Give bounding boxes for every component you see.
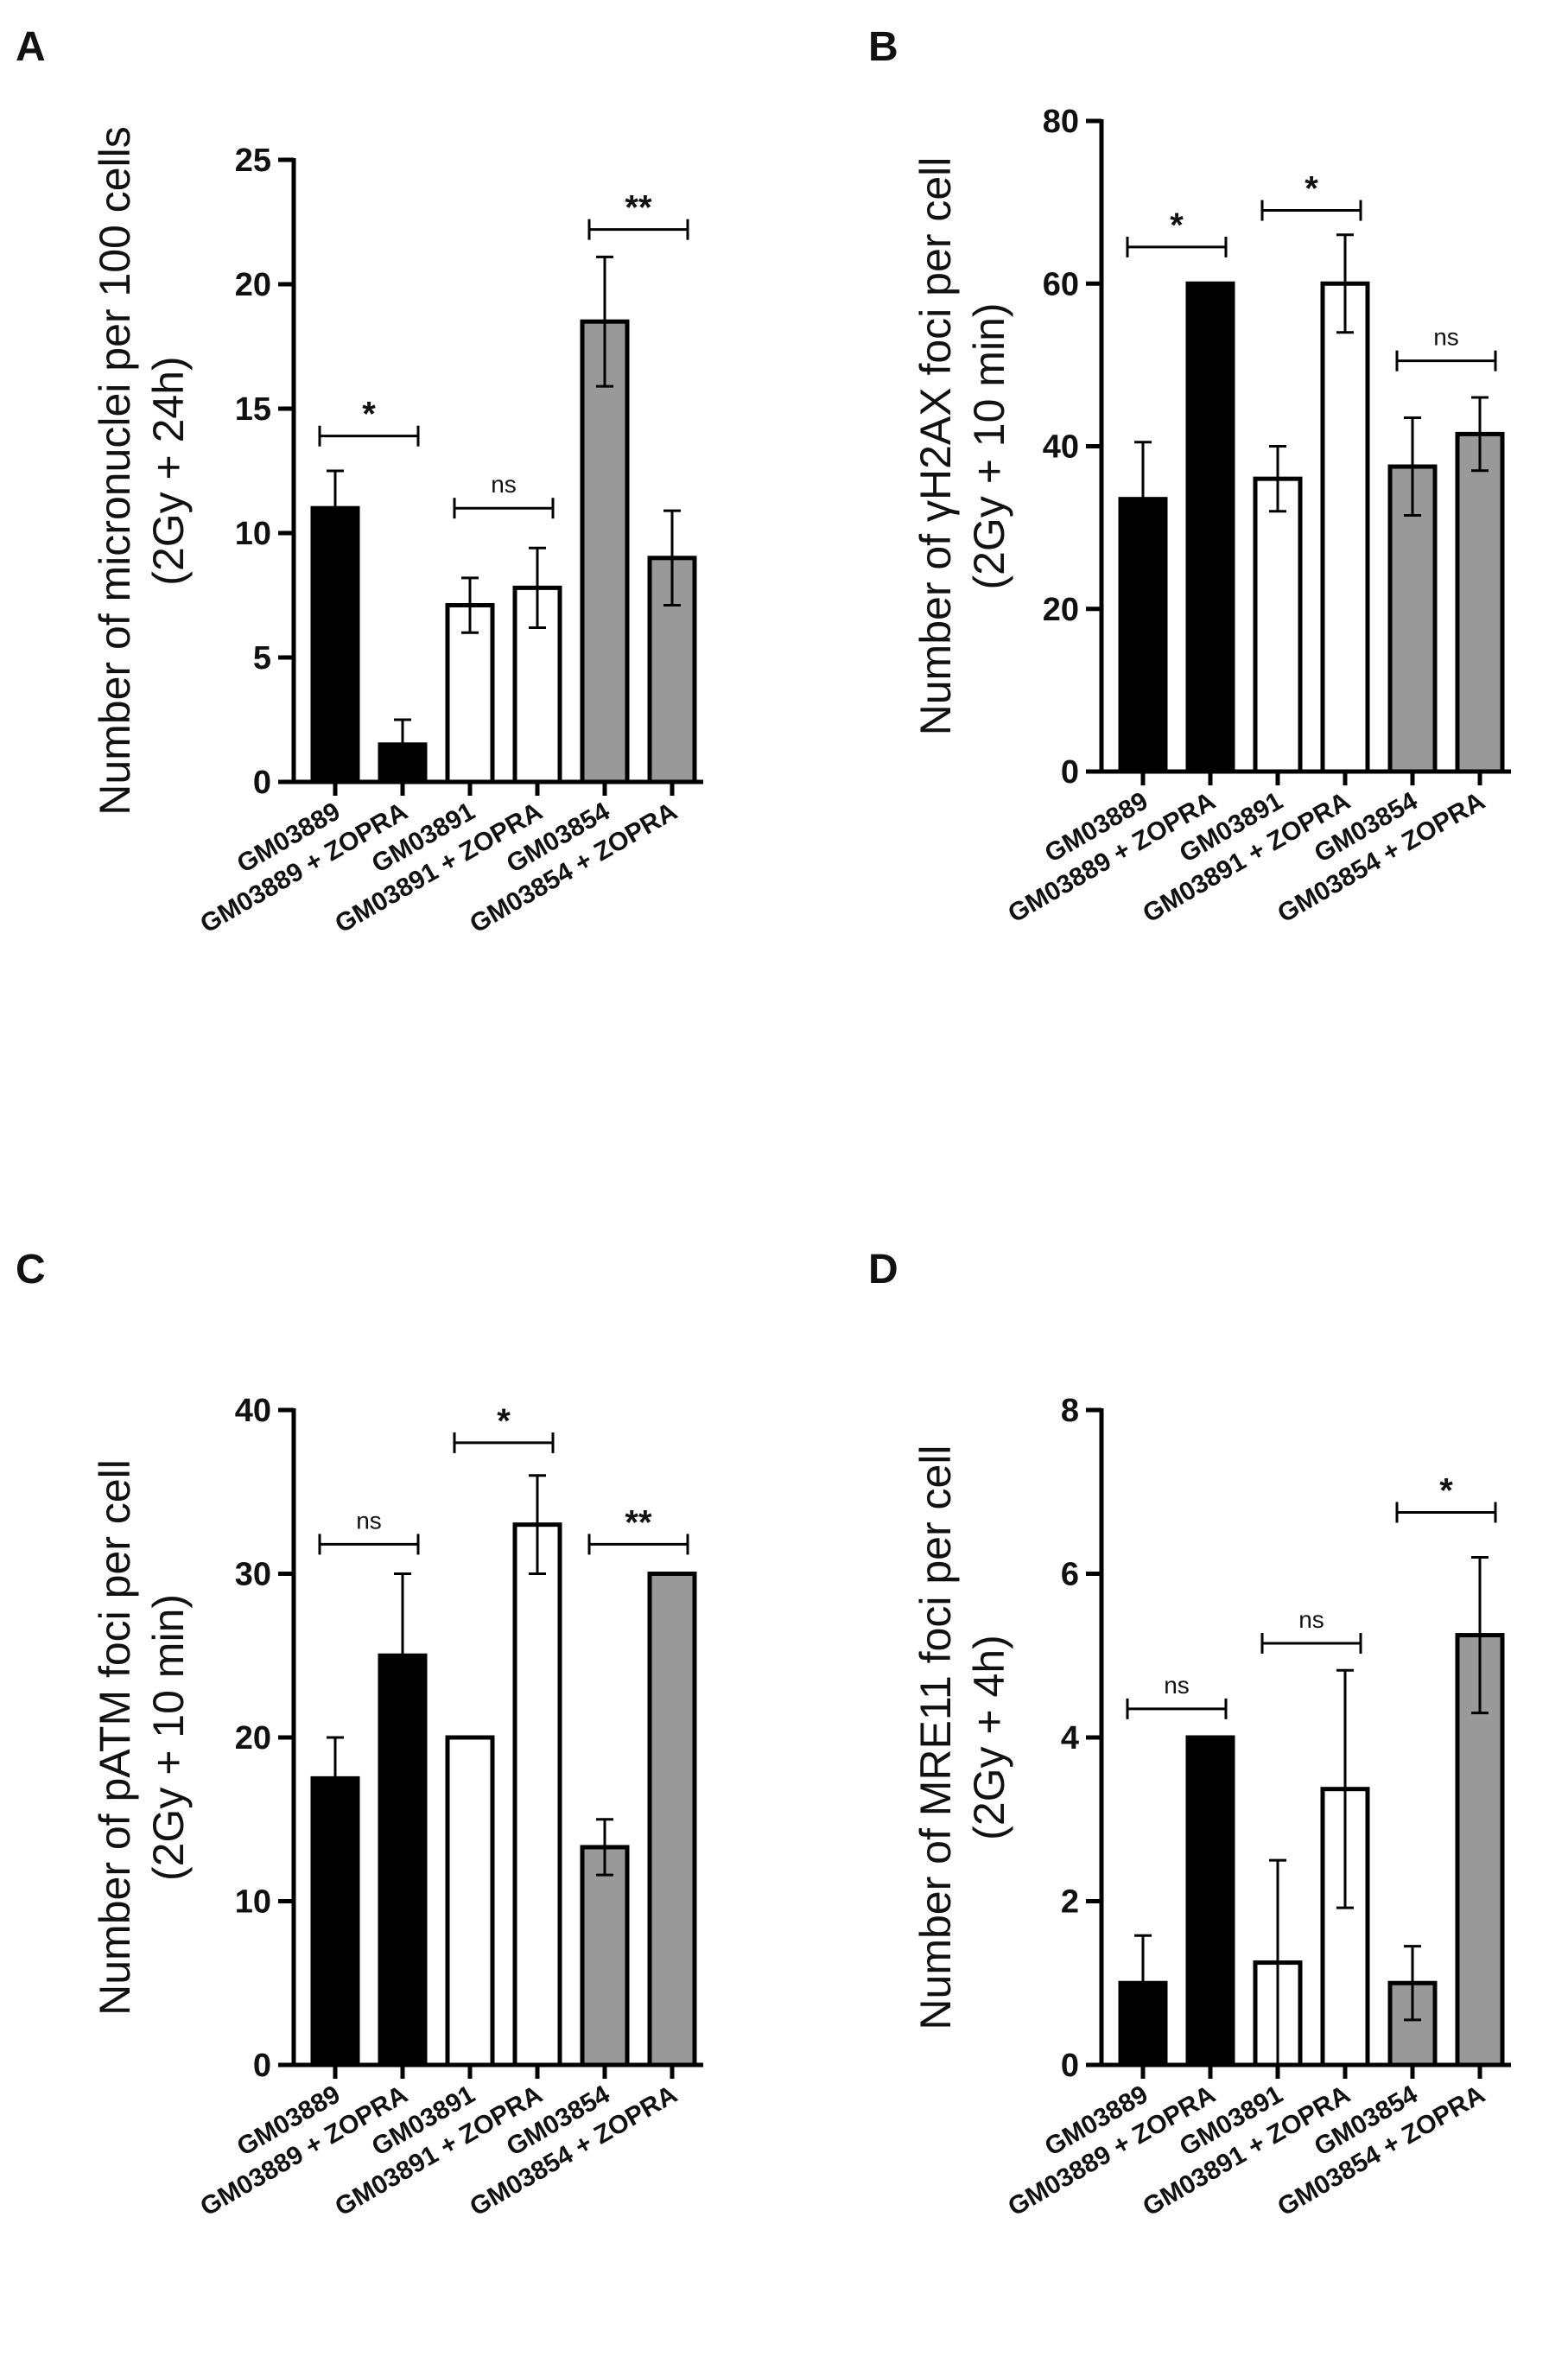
panel-c-y-tick-label: 40 [235, 1393, 271, 1429]
panel-a-y-axis-label: Number of micronuclei per 100 cells [91, 126, 139, 816]
panel-d-y-tick-label: 4 [1061, 1720, 1079, 1756]
panel-b-bar [1455, 431, 1505, 774]
panel-b-sig-label: * [1170, 206, 1184, 245]
panel-b: B 0 20 40 60 80 Number of γH2AX foci per cell(… [868, 24, 1511, 929]
panel-d: D 0 2 4 6 8 Number of MRE11 foci per cell (2Gy … [868, 1247, 1511, 2222]
panel-b-sig-label: ns [1433, 324, 1459, 351]
panel-c: C 0 10 20 30 40 Number of pATM foci per cell (2… [16, 1247, 703, 2222]
panel-a-letter: A [16, 24, 46, 70]
panel-a-y-tick-label: 0 [253, 765, 271, 801]
panel-c-sig-label: * [497, 1402, 511, 1440]
panel-b-y-axis-label: Number of γH2AX foci per cell [911, 157, 960, 736]
panel-b-y-tick-label: 0 [1061, 754, 1079, 791]
panel-b-bar [1320, 281, 1370, 774]
panel-c-y-tick-label: 20 [235, 1720, 271, 1756]
panel-a-sig-label: ns [491, 471, 517, 498]
panel-c-bar [445, 1735, 495, 2068]
panel-b-y-tick-label: 40 [1043, 429, 1079, 466]
panel-c-letter: C [16, 1247, 46, 1293]
panel-c-y-tick-label: 30 [235, 1557, 271, 1593]
panel-c-bar [310, 1775, 360, 2068]
panel-d-sig-label: ns [1164, 1672, 1190, 1699]
panel-d-sig-label: ns [1298, 1606, 1324, 1633]
panel-a-y-tick-label: 10 [235, 516, 271, 552]
panel-b-y-axis-label: (2Gy + 10 min) [965, 302, 1013, 589]
panel-d-bar [1185, 1735, 1235, 2068]
panel-c-sig-label: ns [356, 1507, 382, 1534]
panel-d-y-axis-label: Number of MRE11 foci per cell [911, 1445, 960, 2030]
panel-c-y-tick-label: 10 [235, 1884, 271, 1921]
panel-b-letter: B [868, 24, 898, 70]
panel-b-y-tick-label: 60 [1043, 266, 1079, 302]
panel-a-y-axis-label: (2Gy + 24h) [144, 356, 193, 585]
panel-a-bar [580, 319, 630, 784]
panel-d-letter: D [868, 1247, 898, 1293]
panel-b-sig-label: * [1305, 170, 1318, 208]
panel-d-y-tick-label: 8 [1061, 1393, 1079, 1429]
panel-d-y-tick-label: 2 [1061, 1884, 1079, 1921]
panel-c-y-tick-label: 0 [253, 2048, 271, 2084]
panel-c-bar [647, 1572, 697, 2068]
panel-b-y-tick-label: 20 [1043, 592, 1079, 628]
panel-c-bar [580, 1845, 630, 2068]
panel-a-bar [310, 505, 360, 784]
panel-a-y-tick-label: 25 [235, 143, 271, 179]
panel-a-sig-label: ** [625, 189, 652, 227]
panel-a-y-tick-label: 15 [235, 391, 271, 428]
panel-a-y-tick-label: 20 [235, 267, 271, 303]
panel-d-y-tick-label: 0 [1061, 2048, 1079, 2084]
panel-b-bar [1185, 281, 1235, 774]
panel-b-y-tick-label: 80 [1043, 104, 1079, 140]
panel-c-bar [512, 1522, 562, 2068]
panel-b-bar [1387, 464, 1438, 774]
panel-c-y-axis-label: Number of pATM foci per cell [91, 1459, 139, 2016]
panel-c-sig-label: ** [625, 1503, 652, 1541]
panel-b-bar [1253, 476, 1303, 774]
panel-d-sig-label: * [1439, 1471, 1453, 1509]
panel-a-y-tick-label: 5 [253, 640, 271, 677]
panel-a-sig-label: * [362, 396, 376, 434]
panel-d-y-axis-label: (2Gy + 4h) [965, 1635, 1013, 1840]
panel-a: A 0 5 10 15 20 25 Number of micronuclei per 100… [16, 24, 703, 939]
panel-d-y-tick-label: 6 [1061, 1557, 1079, 1593]
panel-c-y-axis-label: (2Gy + 10 min) [144, 1594, 193, 1881]
